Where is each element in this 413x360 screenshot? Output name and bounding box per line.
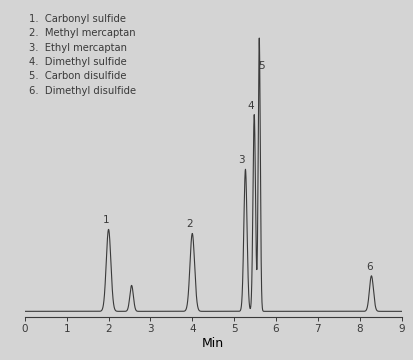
Text: 3: 3 xyxy=(238,155,244,165)
Text: 1: 1 xyxy=(102,215,109,225)
X-axis label: Min: Min xyxy=(202,337,224,350)
Text: 2: 2 xyxy=(185,219,192,229)
Text: 6: 6 xyxy=(365,262,372,272)
Text: 5: 5 xyxy=(257,61,264,71)
Text: 1.  Carbonyl sulfide
2.  Methyl mercaptan
3.  Ethyl mercaptan
4.  Dimethyl sulfi: 1. Carbonyl sulfide 2. Methyl mercaptan … xyxy=(28,14,135,96)
Text: 4: 4 xyxy=(247,100,253,111)
